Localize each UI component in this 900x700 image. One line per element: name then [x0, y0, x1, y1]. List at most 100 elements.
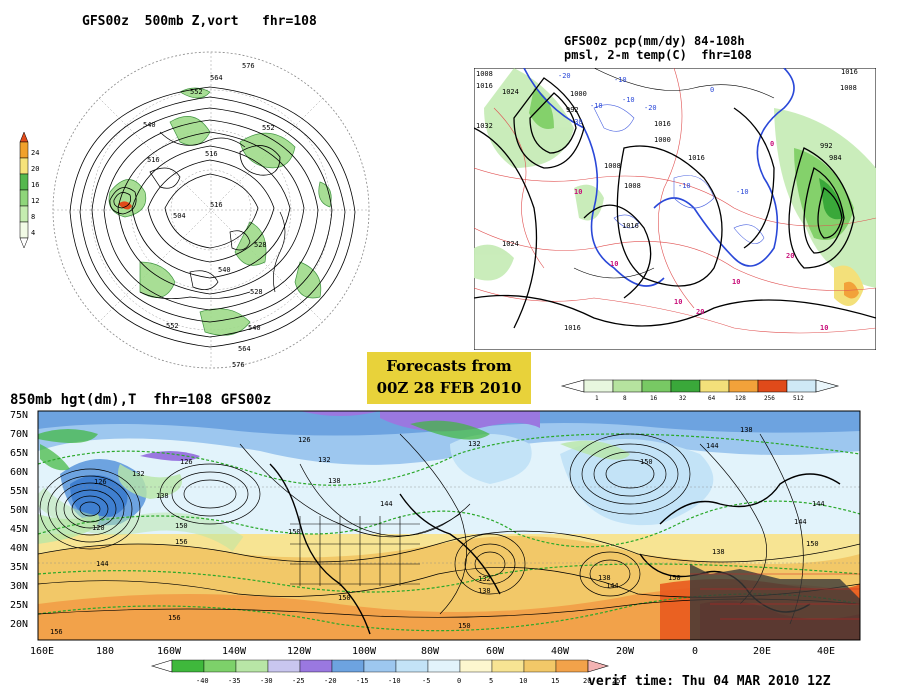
svg-text:576: 576: [242, 62, 255, 70]
svg-text:516: 516: [205, 150, 218, 158]
svg-text:156: 156: [175, 538, 188, 546]
cb1-label-24: 24: [31, 149, 39, 157]
y-tick-65n: 65N: [10, 448, 28, 459]
panel2-title-line2: pmsl, 2-m temp(C) fhr=108: [564, 48, 752, 62]
y-tick-25n: 25N: [10, 600, 28, 611]
svg-text:-10: -10: [736, 188, 749, 196]
cb1-label-20: 20: [31, 165, 39, 173]
y-tick-50n: 50N: [10, 505, 28, 516]
svg-text:156: 156: [168, 614, 181, 622]
svg-text:10: 10: [820, 324, 828, 332]
cb1-label-16: 16: [31, 181, 39, 189]
x-tick-180: 180: [96, 646, 114, 657]
cb3-label--25: -25: [292, 677, 305, 685]
svg-text:126: 126: [94, 478, 107, 486]
svg-text:0: 0: [770, 140, 774, 148]
svg-text:1024: 1024: [502, 240, 519, 248]
panel3-title: 850mb hgt(dm),T fhr=108 GFS00z: [10, 392, 272, 408]
cb3-label--10: -10: [388, 677, 401, 685]
svg-text:150: 150: [175, 522, 188, 530]
svg-text:540: 540: [248, 324, 261, 332]
svg-text:1008: 1008: [624, 182, 641, 190]
cb3-label--35: -35: [228, 677, 241, 685]
y-tick-60n: 60N: [10, 467, 28, 478]
y-tick-20n: 20N: [10, 619, 28, 630]
svg-text:144: 144: [794, 518, 807, 526]
svg-text:1016: 1016: [841, 68, 858, 76]
y-tick-70n: 70N: [10, 429, 28, 440]
svg-text:540: 540: [218, 266, 231, 274]
x-tick-160w: 160W: [157, 646, 182, 657]
panel2-colorbar: 1 8 16 32 64 128 256 512: [560, 379, 840, 402]
cb2-label-512: 512: [793, 395, 804, 402]
x-tick-120w: 120W: [287, 646, 312, 657]
svg-text:10: 10: [732, 278, 740, 286]
x-tick-20w: 20W: [616, 646, 635, 657]
x-tick-100w: 100W: [352, 646, 377, 657]
panel2-title-line1: GFS00z pcp(mm/dy) 84-108h: [564, 34, 745, 48]
svg-text:-20: -20: [644, 104, 657, 112]
cb3-label-15: 15: [551, 677, 559, 685]
svg-text:1016: 1016: [476, 82, 493, 90]
svg-text:564: 564: [210, 74, 223, 82]
y-tick-30n: 30N: [10, 581, 28, 592]
cb3-label--40: -40: [196, 677, 209, 685]
x-tick-40e: 40E: [817, 646, 835, 657]
cb3-label--20: -20: [324, 677, 337, 685]
panel3-y-axis: 75N 70N 65N 60N 55N 50N 45N 40N 35N 30N …: [10, 410, 28, 630]
svg-text:992: 992: [820, 142, 833, 150]
x-tick-40w: 40W: [551, 646, 570, 657]
svg-text:10: 10: [610, 260, 618, 268]
svg-text:156: 156: [50, 628, 63, 636]
svg-text:540: 540: [143, 121, 156, 129]
svg-text:150: 150: [338, 594, 351, 602]
svg-text:-10: -10: [622, 96, 635, 104]
verification-time: verif time: Thu 04 MAR 2010 12Z: [588, 674, 831, 689]
svg-text:552: 552: [262, 124, 275, 132]
svg-text:150: 150: [458, 622, 471, 630]
cb3-label-25: 25: [612, 677, 620, 685]
svg-text:528: 528: [250, 288, 263, 296]
x-tick-20e: 20E: [753, 646, 771, 657]
cb1-label-12: 12: [31, 197, 39, 205]
svg-text:1016: 1016: [622, 222, 639, 230]
cb2-label-8: 8: [623, 395, 627, 402]
svg-text:138: 138: [156, 492, 169, 500]
svg-text:-10: -10: [590, 102, 603, 110]
svg-text:516: 516: [210, 201, 223, 209]
forecast-info-box: Forecasts from 00Z 28 FEB 2010: [367, 352, 531, 404]
svg-text:138: 138: [598, 574, 611, 582]
cb3-label-5: 5: [489, 677, 493, 685]
cb2-label-64: 64: [708, 395, 716, 402]
svg-text:564: 564: [238, 345, 251, 353]
svg-text:138: 138: [478, 587, 491, 595]
y-tick-45n: 45N: [10, 524, 28, 535]
svg-text:126: 126: [180, 458, 193, 466]
svg-text:504: 504: [173, 212, 186, 220]
cb3-label--15: -15: [356, 677, 369, 685]
svg-text:552: 552: [166, 322, 179, 330]
panel3-x-axis: 160E 180 160W 140W 120W 100W 80W 60W 40W…: [30, 646, 835, 657]
svg-text:0: 0: [710, 86, 714, 94]
svg-text:132: 132: [468, 440, 481, 448]
svg-text:150: 150: [640, 458, 653, 466]
svg-text:-20: -20: [558, 72, 571, 80]
svg-text:150: 150: [288, 528, 301, 536]
svg-text:1008: 1008: [840, 84, 857, 92]
svg-text:-10: -10: [614, 76, 627, 84]
svg-text:516: 516: [147, 156, 160, 164]
panel1-title: GFS00z 500mb Z,vort fhr=108: [82, 14, 317, 29]
svg-text:984: 984: [829, 154, 842, 162]
cb2-label-1: 1: [595, 395, 599, 402]
svg-text:138: 138: [712, 548, 725, 556]
svg-text:1016: 1016: [688, 154, 705, 162]
svg-text:126: 126: [298, 436, 311, 444]
svg-text:144: 144: [380, 500, 393, 508]
cb1-label-8: 8: [31, 213, 35, 221]
svg-text:132: 132: [318, 456, 331, 464]
svg-text:144: 144: [606, 582, 619, 590]
svg-text:1000: 1000: [654, 136, 671, 144]
x-tick-60w: 60W: [486, 646, 505, 657]
